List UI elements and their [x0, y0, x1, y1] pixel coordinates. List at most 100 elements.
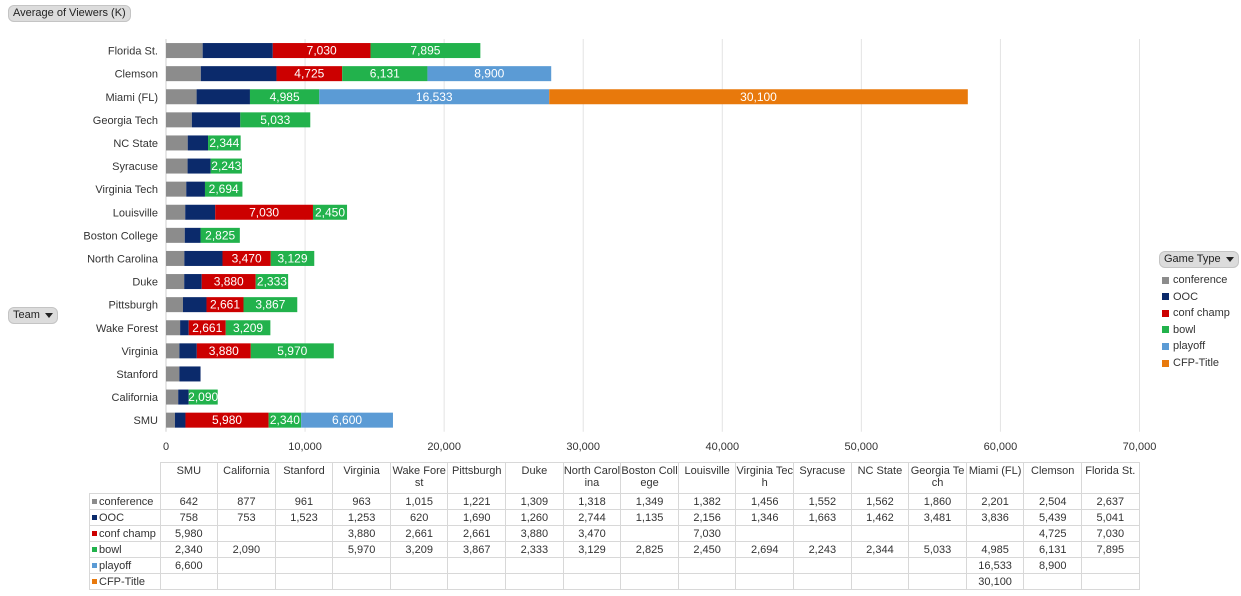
- bar-cfp-title: [549, 89, 968, 105]
- bar-ooc: [187, 158, 211, 174]
- data-label: 2,340: [270, 413, 300, 427]
- table-row-label: OOC: [89, 509, 161, 526]
- table-cell: 5,033: [908, 541, 967, 558]
- legend-swatch: [1162, 326, 1169, 334]
- category-label: SMU: [134, 415, 159, 427]
- table-cell: [274, 557, 334, 574]
- table-cell: 2,694: [735, 541, 795, 558]
- legend-item: CFP-Title: [1162, 355, 1230, 372]
- category-label: Duke: [132, 277, 158, 289]
- table-cell: 642: [159, 493, 219, 510]
- table-corner: [89, 462, 161, 494]
- legend-label: conf champ: [1173, 307, 1230, 320]
- table-header-row: SMU California Stanford Virginia Wake Forest…: [89, 462, 1140, 494]
- legend-swatch: [92, 499, 97, 505]
- data-label: 7,895: [410, 44, 440, 58]
- bar-ooc: [184, 227, 201, 243]
- bar-conf-champ: [188, 320, 226, 336]
- bar-conference: [166, 412, 175, 428]
- category-label: Syracuse: [112, 161, 158, 173]
- table-cell: 3,880: [505, 525, 564, 542]
- category-label: Stanford: [116, 369, 158, 381]
- table-cell: [620, 573, 679, 590]
- table-cell: [850, 573, 910, 590]
- bar-conference: [166, 250, 185, 266]
- table-cell: [735, 525, 795, 542]
- data-label: 5,970: [277, 344, 307, 358]
- x-tick-label: 40,000: [705, 441, 739, 453]
- row-label-text: bowl: [99, 543, 122, 556]
- table-cell: 4,725: [1023, 525, 1082, 542]
- table-cell: 2,637: [1081, 493, 1140, 510]
- table-cell: 2,825: [620, 541, 679, 558]
- bar-bowl: [243, 297, 298, 313]
- table-cell: [793, 573, 852, 590]
- bar-conference: [166, 66, 201, 82]
- table-column-header: NC State: [850, 462, 910, 494]
- table-cell: 620: [389, 509, 449, 526]
- category-label: Miami (FL): [105, 92, 158, 104]
- table-column-header: Syracuse: [793, 462, 852, 494]
- data-label: 2,694: [209, 182, 239, 196]
- table-cell: [274, 541, 334, 558]
- category-label: North Carolina: [87, 253, 159, 265]
- table-cell: 2,201: [965, 493, 1025, 510]
- row-label-text: conference: [99, 495, 154, 508]
- table-cell: 2,243: [793, 541, 852, 558]
- x-tick-label: 20,000: [427, 441, 461, 453]
- table-column-header: North Carolina: [562, 462, 622, 494]
- table-cell: 6,600: [159, 557, 219, 574]
- row-field-dropdown[interactable]: Team: [8, 307, 58, 324]
- bar-bowl: [250, 343, 334, 359]
- table-row-label: bowl: [89, 541, 161, 558]
- table-row-label: CFP-Title: [89, 573, 161, 590]
- table-cell: 7,895: [1081, 541, 1140, 558]
- bar-conf-champ: [276, 66, 343, 82]
- measure-button[interactable]: Average of Viewers (K): [8, 5, 131, 22]
- bar-conf-champ: [185, 412, 269, 428]
- data-label: 7,030: [307, 44, 337, 58]
- bar-ooc: [184, 274, 202, 290]
- bar-conf-champ: [222, 250, 271, 266]
- table-row: CFP-Title 30,100: [89, 573, 1140, 590]
- table-cell: [1081, 573, 1140, 590]
- bar-conference: [166, 320, 181, 336]
- table-cell: 1,860: [908, 493, 967, 510]
- table-cell: [677, 557, 737, 574]
- category-label: Georgia Tech: [93, 115, 158, 127]
- bar-bowl: [255, 274, 289, 290]
- table-cell: 5,970: [332, 541, 391, 558]
- bar-bowl: [208, 135, 241, 151]
- table-cell: [735, 573, 795, 590]
- table-column-header: Duke: [505, 462, 564, 494]
- table-row: bowl 2,340 2,090 5,970 3,209 3,867 2,333 3,129 2…: [89, 541, 1140, 558]
- table-cell: [159, 573, 219, 590]
- bar-conf-champ: [201, 274, 256, 290]
- bar-ooc: [191, 112, 241, 128]
- bar-ooc: [178, 389, 189, 405]
- table-cell: 1,318: [562, 493, 622, 510]
- table-cell: 877: [217, 493, 276, 510]
- data-label: 3,209: [233, 321, 263, 335]
- bar-ooc: [202, 43, 273, 59]
- table-column-header: Clemson: [1023, 462, 1082, 494]
- table-cell: 1,562: [850, 493, 910, 510]
- legend-swatch: [92, 579, 97, 585]
- category-label: NC State: [113, 138, 158, 150]
- table-cell: 3,470: [562, 525, 622, 542]
- row-label-text: CFP-Title: [99, 575, 146, 588]
- table-column-header: Wake Forest: [389, 462, 449, 494]
- category-label: Louisville: [113, 207, 158, 219]
- bar-conf-champ: [206, 297, 244, 313]
- column-field-dropdown[interactable]: Game Type: [1159, 251, 1239, 268]
- bar-bowl: [200, 227, 240, 243]
- data-label: 2,825: [205, 228, 235, 242]
- category-label: Wake Forest: [96, 323, 158, 335]
- category-label: Virginia: [122, 346, 159, 358]
- table-cell: [447, 557, 507, 574]
- table-column-header: Virginia Tech: [735, 462, 795, 494]
- table-cell: 1,690: [447, 509, 507, 526]
- data-label: 8,900: [474, 67, 504, 81]
- bar-ooc: [179, 366, 201, 382]
- legend-swatch: [1162, 276, 1169, 284]
